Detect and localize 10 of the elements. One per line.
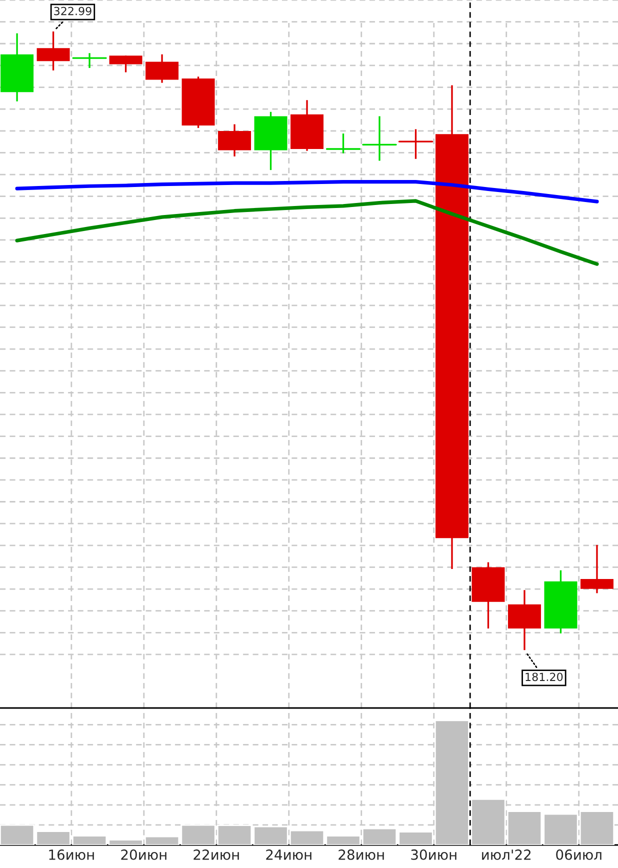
- text: 322.99: [54, 6, 92, 16]
- x-tick-label: 06июл: [556, 849, 602, 860]
- x-tick-label: 22июн: [194, 849, 239, 860]
- x-tick-label: июл'22: [482, 849, 531, 860]
- x-tick-label: 16июн: [49, 849, 94, 860]
- x-tick-label: 28июн: [338, 849, 384, 860]
- x-tick-label: 30июн: [411, 849, 456, 860]
- text: 181.20: [526, 672, 563, 682]
- x-tick-label: 20июн: [121, 849, 166, 860]
- x-tick-label: 24июн: [266, 849, 312, 860]
